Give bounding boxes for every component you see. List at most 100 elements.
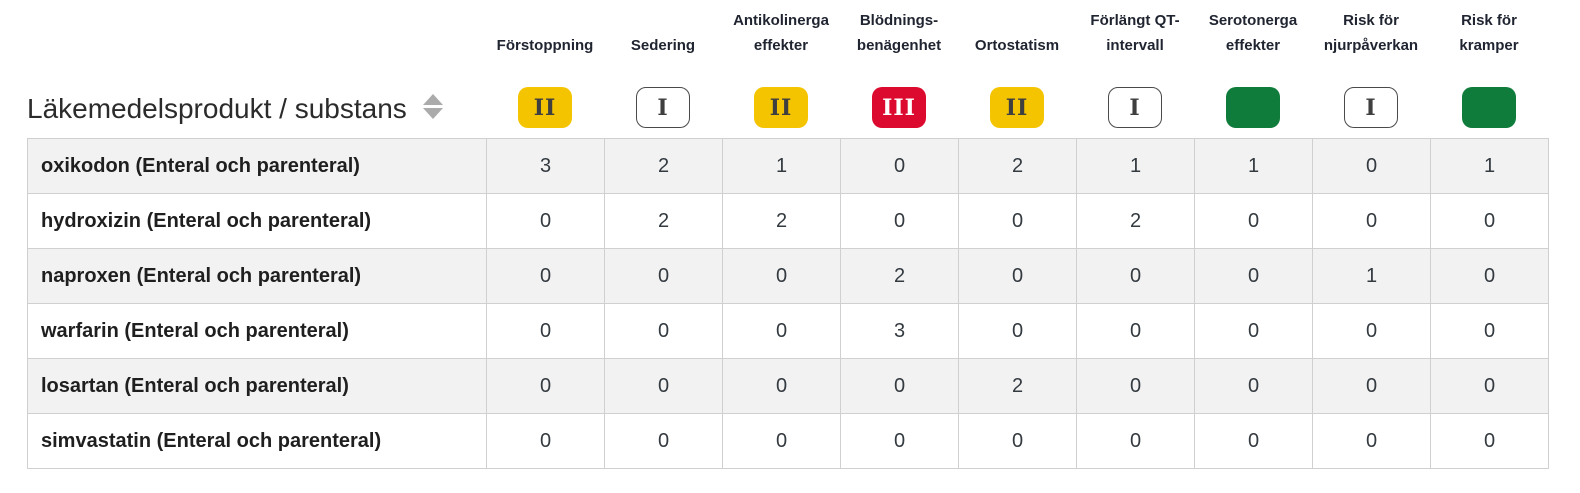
column-label-line: effekter: [753, 37, 809, 54]
risk-value-cell: 0: [605, 304, 723, 359]
drug-name-cell: warfarin (Enteral och parenteral): [28, 304, 487, 359]
risk-value-cell: 2: [841, 249, 959, 304]
badge-cell: I: [604, 87, 722, 128]
header-badges-row: Läkemedelsprodukt / substans II I II III II I…: [27, 58, 1580, 138]
risk-value-cell: 0: [1431, 194, 1549, 249]
risk-table-body: oxikodon (Enteral och parenteral) 3 2 1 0 2 1 1…: [27, 138, 1549, 469]
substance-column-header[interactable]: Läkemedelsprodukt / substans: [27, 92, 486, 128]
column-label: Serotonerga effekter: [1194, 8, 1312, 58]
risk-level-badge-white[interactable]: I: [1344, 87, 1398, 128]
drug-name-cell: simvastatin (Enteral och parenteral): [28, 414, 487, 469]
table-row: losartan (Enteral och parenteral) 0 0 0 0 2 0 0…: [28, 359, 1549, 414]
risk-value-cell: 0: [487, 304, 605, 359]
risk-value-cell: 0: [1313, 304, 1431, 359]
risk-level-badge-white[interactable]: I: [1108, 87, 1162, 128]
table-row: hydroxizin (Enteral och parenteral) 0 2 2 0 0…: [28, 194, 1549, 249]
risk-value-cell: 1: [1077, 139, 1195, 194]
risk-value-cell: 0: [1195, 194, 1313, 249]
risk-value-cell: 0: [1431, 359, 1549, 414]
risk-value-cell: 1: [1313, 249, 1431, 304]
risk-value-cell: 0: [1077, 249, 1195, 304]
risk-value-cell: 0: [959, 414, 1077, 469]
risk-level-badge-yellow[interactable]: II: [518, 87, 572, 128]
drug-name-cell: oxikodon (Enteral och parenteral): [28, 139, 487, 194]
risk-value-cell: 0: [959, 194, 1077, 249]
risk-level-badge-green[interactable]: [1462, 87, 1516, 128]
risk-value-cell: 0: [1195, 249, 1313, 304]
risk-value-cell: 2: [605, 139, 723, 194]
risk-value-cell: 0: [605, 249, 723, 304]
risk-value-cell: 0: [605, 414, 723, 469]
risk-value-cell: 0: [1431, 414, 1549, 469]
risk-value-cell: 1: [723, 139, 841, 194]
risk-value-cell: 0: [487, 359, 605, 414]
column-label-line: Sedering: [630, 37, 696, 54]
column-label-line: Risk för: [1343, 12, 1399, 29]
risk-value-cell: 0: [1077, 414, 1195, 469]
sort-icon[interactable]: [422, 94, 443, 119]
badge-cell: III: [840, 87, 958, 128]
risk-value-cell: 0: [723, 249, 841, 304]
badge-cell: II: [486, 87, 604, 128]
badge-cell: I: [1312, 87, 1430, 128]
risk-level-badge-red[interactable]: III: [872, 87, 926, 128]
risk-level-badge-green[interactable]: [1226, 87, 1280, 128]
column-label-line: intervall: [1106, 37, 1164, 54]
drug-name-cell: naproxen (Enteral och parenteral): [28, 249, 487, 304]
risk-level-badge-white[interactable]: I: [636, 87, 690, 128]
risk-value-cell: 0: [723, 414, 841, 469]
risk-level-badge-yellow[interactable]: II: [990, 87, 1044, 128]
risk-value-cell: 0: [487, 414, 605, 469]
risk-value-cell: 0: [959, 304, 1077, 359]
risk-value-cell: 0: [1313, 194, 1431, 249]
column-labels-spacer: [27, 8, 486, 58]
risk-value-cell: 0: [1195, 359, 1313, 414]
risk-value-cell: 2: [959, 359, 1077, 414]
column-label: Ortostatism: [958, 8, 1076, 58]
risk-value-cell: 0: [1077, 304, 1195, 359]
risk-value-cell: 0: [487, 194, 605, 249]
table-row: simvastatin (Enteral och parenteral) 0 0 0 0…: [28, 414, 1549, 469]
risk-value-cell: 3: [841, 304, 959, 359]
risk-value-cell: 2: [605, 194, 723, 249]
badge-cell: I: [1076, 87, 1194, 128]
table-row: oxikodon (Enteral och parenteral) 3 2 1 0 2 1 1…: [28, 139, 1549, 194]
risk-value-cell: 0: [1431, 249, 1549, 304]
drug-name-cell: losartan (Enteral och parenteral): [28, 359, 487, 414]
risk-value-cell: 2: [723, 194, 841, 249]
risk-value-cell: 1: [1195, 139, 1313, 194]
risk-value-cell: 0: [841, 359, 959, 414]
column-label-line: njurpåverkan: [1323, 37, 1419, 54]
badge-cell: II: [722, 87, 840, 128]
risk-value-cell: 0: [487, 249, 605, 304]
column-label-line: Förlängt QT-: [1090, 12, 1180, 29]
risk-value-cell: 0: [723, 359, 841, 414]
risk-value-cell: 0: [1313, 359, 1431, 414]
badge-cell: II: [958, 87, 1076, 128]
column-label-line: effekter: [1225, 37, 1281, 54]
column-label-line: Risk för: [1461, 12, 1517, 29]
column-label-line: Förstoppning: [496, 37, 594, 54]
sort-down-arrow-icon: [422, 108, 443, 119]
risk-value-cell: 0: [959, 249, 1077, 304]
badge-cell: [1430, 87, 1548, 128]
column-label: Risk för kramper: [1430, 8, 1548, 58]
risk-level-badge-yellow[interactable]: II: [754, 87, 808, 128]
column-label: Förstoppning: [486, 8, 604, 58]
column-label: Förlängt QT-intervall: [1076, 8, 1194, 58]
column-label-line: Ortostatism: [974, 37, 1060, 54]
column-label: Risk för njurpåverkan: [1312, 8, 1430, 58]
column-label: Antikolinerga effekter: [722, 8, 840, 58]
column-label: Sedering: [604, 8, 722, 58]
risk-value-cell: 0: [841, 414, 959, 469]
risk-value-cell: 0: [841, 194, 959, 249]
risk-value-cell: 0: [841, 139, 959, 194]
drug-name-cell: hydroxizin (Enteral och parenteral): [28, 194, 487, 249]
risk-value-cell: 2: [959, 139, 1077, 194]
column-labels-row: Förstoppning Sedering Antikolinerga effekte…: [27, 8, 1580, 58]
column-label-line: Blödnings-: [859, 12, 939, 29]
column-label-line: benägenhet: [856, 37, 942, 54]
risk-value-cell: 0: [1077, 359, 1195, 414]
substance-column-title: Läkemedelsprodukt / substans: [27, 93, 407, 124]
